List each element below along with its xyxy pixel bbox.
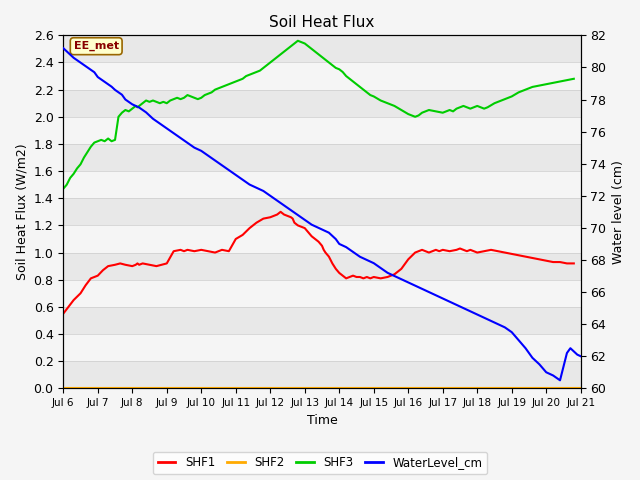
Bar [63, 62, 580, 90]
Bar [63, 144, 580, 171]
Bar [63, 252, 580, 280]
Bar [63, 361, 580, 388]
Bar [63, 226, 580, 252]
Legend: SHF1, SHF2, SHF3, WaterLevel_cm: SHF1, SHF2, SHF3, WaterLevel_cm [153, 452, 487, 474]
Bar [63, 90, 580, 117]
Bar [63, 171, 580, 198]
Title: Soil Heat Flux: Soil Heat Flux [269, 15, 374, 30]
Bar [63, 198, 580, 226]
Y-axis label: Soil Heat Flux (W/m2): Soil Heat Flux (W/m2) [15, 144, 28, 280]
Bar [63, 36, 580, 62]
Bar [63, 117, 580, 144]
Y-axis label: Water level (cm): Water level (cm) [612, 160, 625, 264]
X-axis label: Time: Time [307, 414, 337, 427]
Bar [63, 334, 580, 361]
Text: EE_met: EE_met [74, 41, 119, 51]
Bar [63, 307, 580, 334]
Bar [63, 280, 580, 307]
